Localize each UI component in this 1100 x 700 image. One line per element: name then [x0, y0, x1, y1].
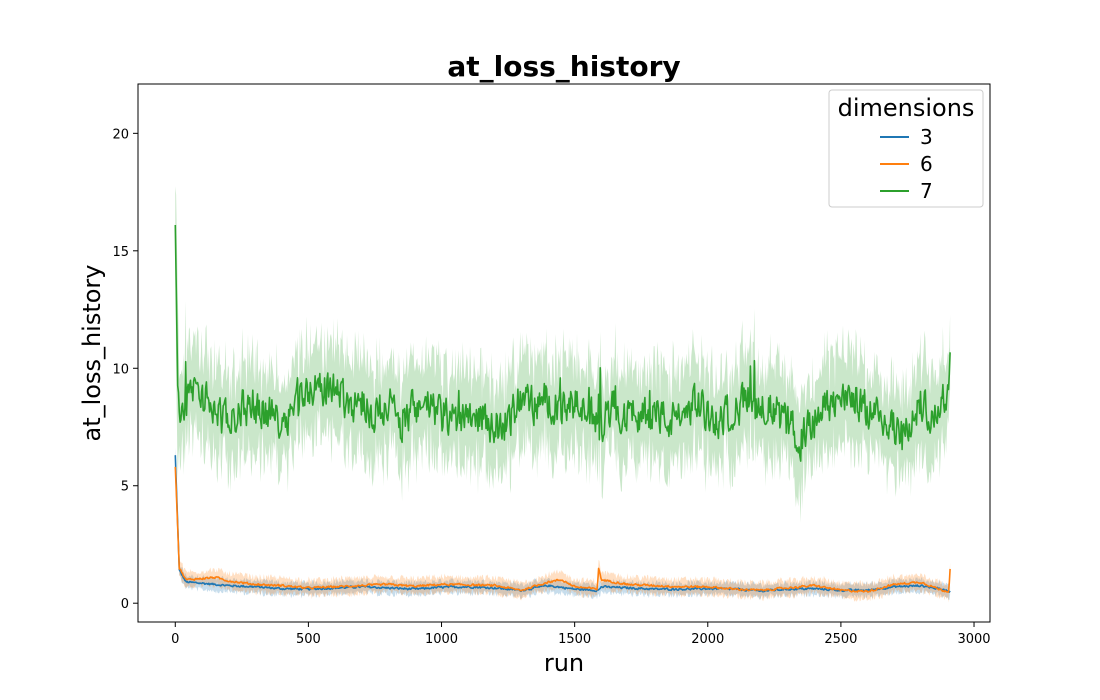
legend-box [828, 89, 984, 208]
y-tick-label: 0 [121, 597, 129, 612]
y-tick-label: 5 [121, 480, 129, 495]
series-lines [174, 224, 951, 593]
y-axis-label: at_loss_history [78, 264, 106, 441]
y-tick-label: 20 [112, 127, 129, 142]
x-tick-label: 1500 [558, 632, 591, 647]
series-line-7 [174, 224, 951, 462]
x-tick-label: 500 [296, 632, 321, 647]
confidence-band-7 [175, 186, 951, 523]
legend-items: 3 6 7 [880, 125, 933, 203]
x-tick-label: 2500 [824, 632, 857, 647]
x-tick-label: 0 [171, 632, 179, 647]
legend: dimensions 3 6 7 [828, 89, 984, 208]
y-tick-label: 10 [112, 362, 129, 377]
legend-label-3: 3 [920, 125, 933, 149]
legend-label-7: 7 [920, 179, 933, 203]
x-axis-label: run [544, 649, 584, 677]
plot-frame [137, 83, 991, 623]
series-line-6 [174, 466, 951, 593]
x-tick-label: 2000 [691, 632, 724, 647]
x-axis-ticks: 0 500 1000 1500 2000 2500 3000 [171, 622, 991, 647]
legend-title: dimensions [838, 94, 975, 122]
x-tick-label: 1000 [425, 632, 458, 647]
y-tick-label: 15 [112, 245, 129, 260]
x-tick-label: 3000 [957, 632, 990, 647]
y-axis-ticks: 0 5 10 15 20 [112, 127, 138, 612]
chart-title: at_loss_history [447, 50, 680, 83]
legend-label-6: 6 [920, 152, 933, 176]
